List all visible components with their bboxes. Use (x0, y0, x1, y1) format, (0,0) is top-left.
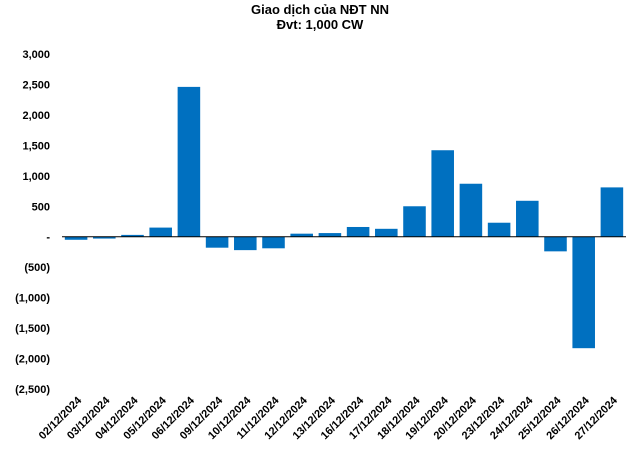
y-tick-label: - (46, 232, 50, 244)
bar (544, 236, 567, 252)
y-tick-label: 500 (32, 201, 50, 213)
y-tick-label: 1,000 (22, 171, 50, 183)
bar (262, 236, 285, 249)
bar (149, 227, 172, 237)
y-tick-label: (1,500) (15, 323, 50, 335)
chart-subtitle: Đvt: 1,000 CW (276, 17, 364, 32)
y-tick-label: 1,500 (22, 140, 50, 152)
y-tick-label: (2,000) (15, 354, 50, 366)
bar (318, 233, 342, 237)
y-axis-labels: 3,000 2,500 2,000 1,500 1,000 500 - (500) (1,000… (15, 49, 50, 396)
bar (431, 150, 454, 237)
bars (64, 86, 624, 349)
bar (346, 226, 370, 237)
y-tick-label: 2,000 (22, 110, 50, 122)
bar (93, 236, 116, 239)
bar (572, 236, 595, 349)
y-tick-label: (2,500) (15, 384, 50, 396)
bar (234, 236, 257, 251)
x-axis-labels: 02/12/202403/12/202404/12/202405/12/2024… (37, 394, 621, 442)
chart-title: Giao dịch của NĐT NN (251, 2, 389, 17)
bar (290, 233, 313, 237)
bar (516, 200, 539, 237)
bar (600, 187, 624, 237)
y-tick-label: (500) (24, 262, 50, 274)
bar (121, 234, 144, 237)
bar (403, 206, 426, 237)
bar (375, 228, 398, 237)
bar (205, 236, 229, 248)
bar (459, 183, 483, 237)
y-tick-label: (1,000) (15, 293, 50, 305)
bar (64, 236, 88, 240)
y-tick-label: 3,000 (22, 49, 50, 61)
bar (487, 222, 511, 237)
bar (177, 86, 201, 237)
y-tick-label: 2,500 (22, 79, 50, 91)
